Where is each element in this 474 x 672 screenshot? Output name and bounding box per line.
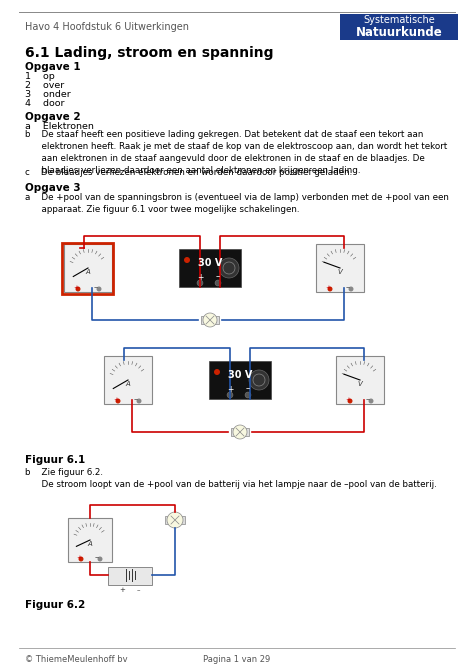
Bar — [209, 361, 271, 399]
Text: 30 V: 30 V — [228, 370, 252, 380]
Text: +: + — [197, 273, 203, 282]
Bar — [64, 244, 112, 292]
Circle shape — [184, 257, 190, 263]
Text: A: A — [88, 541, 92, 547]
Text: c    De blaadjes verliezen elektronen en worden daardoor positief geladen.: c De blaadjes verliezen elektronen en wo… — [25, 168, 352, 177]
Circle shape — [98, 556, 102, 562]
Circle shape — [219, 258, 239, 278]
Circle shape — [233, 425, 247, 439]
Bar — [68, 518, 112, 562]
Text: Pagina 1 van 29: Pagina 1 van 29 — [203, 655, 271, 664]
Bar — [108, 567, 152, 585]
Circle shape — [203, 313, 217, 327]
Text: A: A — [126, 381, 130, 387]
Circle shape — [75, 286, 81, 292]
Text: 1    op: 1 op — [25, 72, 55, 81]
Text: +: + — [76, 555, 82, 561]
Bar — [340, 14, 458, 40]
Text: –: – — [216, 273, 220, 282]
Text: +: + — [345, 397, 351, 403]
Text: –: – — [95, 554, 99, 562]
Text: +: + — [113, 397, 119, 403]
Circle shape — [227, 392, 233, 398]
Bar — [316, 244, 364, 292]
Bar — [336, 356, 384, 404]
Text: +: + — [73, 285, 79, 291]
Circle shape — [245, 392, 251, 398]
Circle shape — [137, 398, 142, 403]
Circle shape — [347, 398, 353, 403]
Text: Havo 4 Hoofdstuk 6 Uitwerkingen: Havo 4 Hoofdstuk 6 Uitwerkingen — [25, 22, 189, 32]
Text: –: – — [366, 396, 370, 405]
Text: V: V — [337, 269, 342, 275]
Circle shape — [368, 398, 374, 403]
Text: –: – — [346, 284, 350, 292]
Circle shape — [214, 369, 220, 375]
Bar — [165, 516, 185, 524]
Text: Opgave 3: Opgave 3 — [25, 183, 81, 193]
Circle shape — [79, 556, 83, 562]
Text: –: – — [94, 284, 98, 292]
Bar — [231, 428, 249, 436]
Text: –: – — [134, 396, 138, 405]
Bar — [201, 316, 219, 324]
Text: –: – — [136, 587, 140, 593]
Text: Figuur 6.2: Figuur 6.2 — [25, 600, 85, 610]
Text: A: A — [86, 269, 91, 275]
Circle shape — [197, 280, 203, 286]
Text: b    De staaf heeft een positieve lading gekregen. Dat betekent dat de staaf een: b De staaf heeft een positieve lading ge… — [25, 130, 447, 175]
Text: Opgave 1: Opgave 1 — [25, 62, 81, 72]
Text: +: + — [119, 587, 125, 593]
Text: 4    door: 4 door — [25, 99, 64, 108]
Bar — [179, 249, 241, 287]
Text: 30 V: 30 V — [198, 258, 222, 268]
Circle shape — [348, 286, 354, 292]
Circle shape — [249, 370, 269, 390]
Circle shape — [116, 398, 120, 403]
Text: a    De +pool van de spanningsbron is (eventueel via de lamp) verbonden met de +: a De +pool van de spanningsbron is (even… — [25, 193, 449, 214]
Text: b    Zie figuur 6.2.
      De stroom loopt van de +pool van de batterij via het : b Zie figuur 6.2. De stroom loopt van de… — [25, 468, 437, 489]
Bar — [104, 356, 152, 404]
Text: Natuurkunde: Natuurkunde — [356, 26, 442, 39]
Bar — [63, 243, 113, 294]
Text: © ThiemeMeulenhoff bv: © ThiemeMeulenhoff bv — [25, 655, 128, 664]
Circle shape — [167, 512, 183, 528]
Text: +: + — [325, 285, 331, 291]
Text: V: V — [357, 381, 363, 387]
Circle shape — [328, 286, 332, 292]
Text: –: – — [246, 384, 250, 394]
Text: Systematische: Systematische — [363, 15, 435, 25]
Text: Opgave 2: Opgave 2 — [25, 112, 81, 122]
Text: +: + — [227, 384, 233, 394]
Circle shape — [215, 280, 221, 286]
Text: a    Elektronen: a Elektronen — [25, 122, 94, 131]
Text: Figuur 6.1: Figuur 6.1 — [25, 455, 85, 465]
Circle shape — [97, 286, 101, 292]
Text: 6.1 Lading, stroom en spanning: 6.1 Lading, stroom en spanning — [25, 46, 273, 60]
Text: 2    over: 2 over — [25, 81, 64, 90]
Text: 3    onder: 3 onder — [25, 90, 71, 99]
